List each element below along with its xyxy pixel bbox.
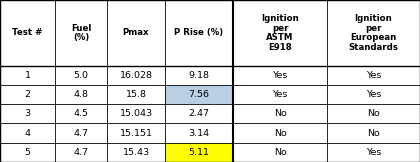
Bar (233, 123, 327, 143)
Text: 4.7: 4.7 (74, 129, 89, 138)
Bar (55, 143, 107, 162)
Text: Yes: Yes (366, 90, 381, 99)
Text: 5: 5 (24, 148, 31, 157)
Bar (107, 85, 165, 104)
Bar (165, 123, 233, 143)
Bar (327, 104, 420, 123)
Text: 15.43: 15.43 (123, 148, 150, 157)
Text: 2.47: 2.47 (189, 109, 210, 118)
Bar (55, 123, 107, 143)
Text: 2: 2 (24, 90, 31, 99)
Text: Ignition
per
European
Standards: Ignition per European Standards (349, 14, 399, 52)
Bar (0, 123, 55, 143)
Bar (233, 85, 327, 104)
Text: Yes: Yes (272, 90, 288, 99)
Text: 15.151: 15.151 (120, 129, 152, 138)
Bar (165, 104, 233, 123)
Bar (233, 104, 327, 123)
Text: 9.18: 9.18 (189, 71, 210, 80)
Text: No: No (273, 129, 286, 138)
Bar (165, 0, 233, 66)
Bar (0, 104, 55, 123)
Bar (55, 0, 107, 66)
Text: Yes: Yes (366, 71, 381, 80)
Bar (55, 104, 107, 123)
Text: P Rise (%): P Rise (%) (174, 28, 223, 37)
Text: 5.11: 5.11 (189, 148, 210, 157)
Text: 1: 1 (24, 71, 31, 80)
Text: Pmax: Pmax (123, 28, 150, 37)
Bar (107, 0, 165, 66)
Text: Yes: Yes (272, 71, 288, 80)
Bar (233, 66, 327, 85)
Bar (107, 143, 165, 162)
Text: 3.14: 3.14 (189, 129, 210, 138)
Bar (165, 85, 233, 104)
Text: 3: 3 (24, 109, 31, 118)
Bar (165, 66, 233, 85)
Bar (327, 0, 420, 66)
Text: 16.028: 16.028 (120, 71, 152, 80)
Text: Ignition
per
ASTM
E918: Ignition per ASTM E918 (261, 14, 299, 52)
Text: 4: 4 (24, 129, 31, 138)
Text: No: No (273, 109, 286, 118)
Text: Yes: Yes (366, 148, 381, 157)
Bar (55, 66, 107, 85)
Bar (0, 0, 55, 66)
Text: 15.043: 15.043 (119, 109, 152, 118)
Text: 4.8: 4.8 (74, 90, 89, 99)
Bar (327, 143, 420, 162)
Text: 4.5: 4.5 (74, 109, 89, 118)
Text: Test #: Test # (12, 28, 43, 37)
Bar (0, 66, 55, 85)
Text: 15.8: 15.8 (126, 90, 147, 99)
Text: No: No (367, 109, 380, 118)
Bar (107, 123, 165, 143)
Bar (233, 143, 327, 162)
Bar (165, 143, 233, 162)
Bar (0, 143, 55, 162)
Text: Fuel
(%): Fuel (%) (71, 23, 91, 42)
Text: 4.7: 4.7 (74, 148, 89, 157)
Text: No: No (273, 148, 286, 157)
Text: 5.0: 5.0 (74, 71, 89, 80)
Text: No: No (367, 129, 380, 138)
Bar (327, 66, 420, 85)
Bar (233, 0, 327, 66)
Text: 7.56: 7.56 (189, 90, 210, 99)
Bar (0, 85, 55, 104)
Bar (327, 123, 420, 143)
Bar (55, 85, 107, 104)
Bar (107, 104, 165, 123)
Bar (327, 85, 420, 104)
Bar (107, 66, 165, 85)
